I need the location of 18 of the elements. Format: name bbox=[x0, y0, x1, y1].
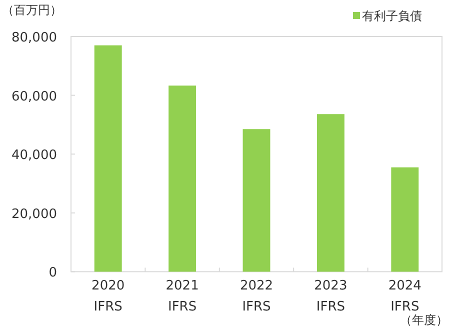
bar bbox=[168, 86, 196, 272]
bar bbox=[94, 45, 122, 272]
y-tick-label: 80,000 bbox=[12, 30, 57, 46]
x-tick-label: 2022 IFRS bbox=[240, 278, 274, 315]
y-tick-label: 40,000 bbox=[12, 148, 57, 164]
y-tick-label: 60,000 bbox=[12, 89, 57, 104]
y-tick-label: 0 bbox=[48, 266, 57, 281]
x-tick-label: 2023 IFRS bbox=[314, 278, 348, 315]
x-tick-label: 2024 IFRS bbox=[388, 278, 422, 315]
y-tick-label: 20,000 bbox=[12, 206, 57, 222]
bar bbox=[316, 114, 344, 272]
x-tick-label: 2021 IFRS bbox=[166, 278, 199, 315]
bar bbox=[391, 167, 419, 272]
y-axis-title: （百万円） bbox=[2, 3, 62, 17]
x-axis-title: （年度） bbox=[400, 313, 448, 327]
bar bbox=[242, 129, 270, 272]
x-tick-label: 2020 IFRS bbox=[92, 278, 125, 315]
legend: 有利子負債 bbox=[353, 9, 422, 23]
